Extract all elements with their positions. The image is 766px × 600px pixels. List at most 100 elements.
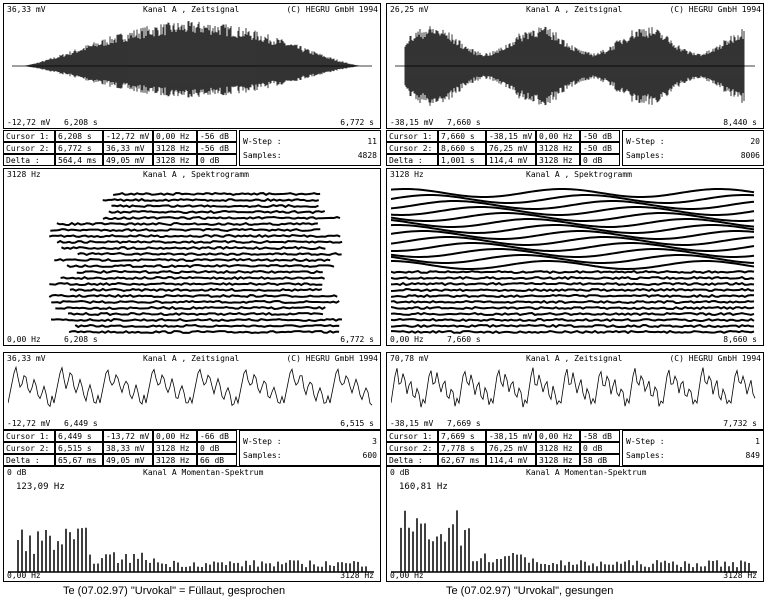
table-cell: -56 dB — [197, 142, 237, 154]
spectrum-bars — [8, 497, 376, 573]
panel-title: Kanal A , Zeitsignal — [143, 354, 239, 363]
panel-title: Kanal A Momentan-Spektrum — [143, 468, 263, 477]
table-cell: 0 dB — [197, 154, 237, 166]
copyright: (C) HEGRU GmbH 1994 — [286, 5, 378, 14]
label-bottom-left: 0,00 Hz — [390, 335, 424, 344]
table-cell: 7,669 s — [438, 430, 486, 442]
label-bottom-time: 6,208 s — [64, 335, 98, 344]
table-cell: 114,4 mV — [486, 454, 536, 466]
table-cell: 49,05 mV — [103, 454, 153, 466]
table-cell: Cursor 1: — [3, 130, 55, 142]
table-cell: 49,05 mV — [103, 154, 153, 166]
table-cell: 1,001 s — [438, 154, 486, 166]
table-cell: -58 dB — [580, 430, 620, 442]
table-cell: 0,00 Hz — [153, 430, 197, 442]
copyright: (C) HEGRU GmbH 1994 — [669, 354, 761, 363]
label-bottom-time: 7,660 s — [447, 335, 481, 344]
table-cell: 7,778 s — [438, 442, 486, 454]
trace — [49, 193, 342, 333]
side-label: W-Step : — [243, 137, 282, 146]
table-cell: 6,515 s — [55, 442, 103, 454]
table-cell: -50 dB — [580, 142, 620, 154]
panel-title: Kanal A , Zeitsignal — [526, 5, 622, 14]
table-cell: Cursor 2: — [3, 442, 55, 454]
side-value: 8006 — [741, 151, 760, 160]
label-top-left: 36,33 mV — [7, 354, 46, 363]
table-cell: 114,4 mV — [486, 154, 536, 166]
table-cell: 65,67 ms — [55, 454, 103, 466]
trace — [12, 21, 372, 97]
side-label: Samples: — [626, 151, 665, 160]
table-cell: 66 dB — [197, 454, 237, 466]
waveform — [8, 363, 376, 421]
spectrogram — [8, 181, 376, 335]
trace — [8, 528, 374, 572]
peak-label: 123,09 Hz — [16, 483, 65, 492]
side-value: 849 — [746, 451, 760, 460]
table-cell: 0,00 Hz — [153, 130, 197, 142]
table-cell: Delta : — [3, 154, 55, 166]
label-top-left: 0 dB — [7, 468, 26, 477]
label-top-left: 26,25 mV — [390, 5, 429, 14]
caption: Te (07.02.97) "Urvokal" = Füllaut, gespr… — [63, 585, 285, 597]
table-cell: -38,15 mV — [486, 130, 536, 142]
table-cell: 6,208 s — [55, 130, 103, 142]
side-value: 11 — [367, 137, 377, 146]
trace — [8, 367, 372, 406]
label-bottom-right: 8,660 s — [723, 335, 757, 344]
copyright: (C) HEGRU GmbH 1994 — [286, 354, 378, 363]
trace — [395, 26, 755, 106]
table-cell: -38,15 mV — [486, 430, 536, 442]
table-cell: -56 dB — [197, 130, 237, 142]
panel-title: Kanal A , Spektrogramm — [143, 170, 249, 179]
caption: Te (07.02.97) "Urvokal", gesungen — [446, 585, 613, 597]
table-cell: Cursor 1: — [386, 430, 438, 442]
label-bottom-right: 6,772 s — [340, 335, 374, 344]
spectrum-bars — [391, 497, 759, 573]
spectrogram-panel: 3128 Hz Kanal A , Spektrogramm 0,00 Hz 7,66… — [386, 168, 764, 346]
panel-title: Kanal A , Spektrogramm — [526, 170, 632, 179]
label-bottom-time: 7,660 s — [447, 118, 481, 127]
label-bottom-right: 8,440 s — [723, 118, 757, 127]
side-box: W-Step :1Samples:849 — [622, 430, 764, 466]
table-cell: 36,33 mV — [103, 142, 153, 154]
side-label: Samples: — [626, 451, 665, 460]
side-value: 3 — [372, 437, 377, 446]
table-cell: Delta : — [386, 454, 438, 466]
table-cell: 3128 Hz — [536, 142, 580, 154]
waveform — [12, 16, 372, 116]
table-cell: 3128 Hz — [153, 454, 197, 466]
trace — [391, 189, 754, 333]
side-label: W-Step : — [243, 437, 282, 446]
label-top-left: 0 dB — [390, 468, 409, 477]
label-bottom-left: -12,72 mV — [7, 118, 50, 127]
table-cell: 3128 Hz — [153, 442, 197, 454]
table-cell: 76,25 mV — [486, 142, 536, 154]
table-cell: -50 dB — [580, 130, 620, 142]
label-bottom-right: 6,772 s — [340, 118, 374, 127]
table-cell: 0 dB — [580, 154, 620, 166]
label-top-left: 3128 Hz — [390, 170, 424, 179]
table-cell: 6,449 s — [55, 430, 103, 442]
table-cell: 8,660 s — [438, 142, 486, 154]
table-cell: Cursor 1: — [386, 130, 438, 142]
table-cell: 7,660 s — [438, 130, 486, 142]
side-value: 20 — [750, 137, 760, 146]
table-cell: Cursor 2: — [3, 142, 55, 154]
trace — [391, 368, 755, 408]
table-cell: 0 dB — [580, 442, 620, 454]
side-value: 600 — [363, 451, 377, 460]
label-bottom-left: 0,00 Hz — [7, 335, 41, 344]
table-cell: Delta : — [3, 454, 55, 466]
label-bottom-time: 6,208 s — [64, 118, 98, 127]
table-cell: 58 dB — [580, 454, 620, 466]
table-cell: 38,33 mV — [103, 442, 153, 454]
table-cell: 3128 Hz — [536, 442, 580, 454]
screenshot: 36,33 mV Kanal A , Zeitsignal (C) HEGRU Gm… — [0, 0, 766, 600]
